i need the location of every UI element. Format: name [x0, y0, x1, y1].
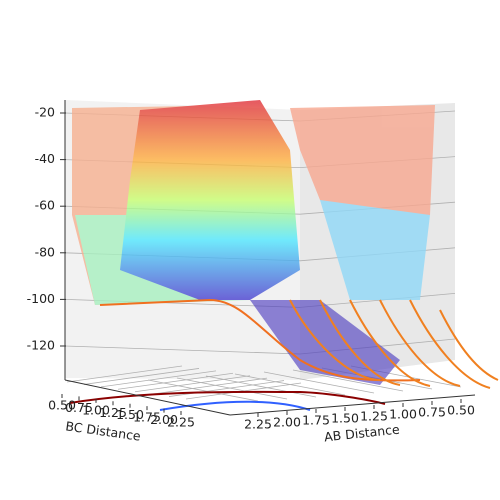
y-tick-label: 0.50	[447, 403, 475, 418]
grid-line	[100, 370, 217, 388]
x-tick-label: 2.00	[150, 412, 178, 427]
grid-line	[151, 377, 268, 395]
x-tick-label: 1.50	[116, 407, 144, 422]
grid-line	[117, 372, 234, 390]
z-tick-label: -20	[35, 105, 55, 120]
y-tick-label: 1.50	[331, 411, 359, 426]
x-tick-label: 1.00	[82, 402, 110, 417]
grid-line	[83, 368, 200, 385]
grid-line	[147, 379, 259, 402]
y-tick-label: 0.75	[418, 405, 446, 420]
grid-line	[64, 345, 301, 355]
x-tick-label: 0.50	[48, 398, 76, 413]
x-tick-label: 1.75	[133, 410, 161, 425]
y-tick-label: 1.75	[302, 413, 330, 428]
grid-line	[168, 380, 285, 397]
x-tick-label: 0.75	[65, 400, 93, 415]
grid-line	[234, 373, 346, 396]
surface-edges	[69, 298, 499, 411]
surface	[72, 100, 435, 385]
y-tick-label: 1.25	[360, 409, 388, 424]
grid-line	[292, 369, 404, 392]
grid-line	[205, 375, 317, 398]
grid-line	[134, 375, 251, 393]
z-tick-label: -60	[35, 198, 55, 213]
x-tick-label: 2.25	[167, 415, 195, 430]
grid-line	[176, 377, 288, 400]
axes-lines	[64, 100, 476, 416]
z-tick-label: -100	[27, 291, 55, 306]
grid-line	[66, 365, 183, 383]
y-tick-label: 2.25	[244, 417, 272, 432]
z-tick-label: -40	[35, 151, 55, 166]
y-tick-label: 2.00	[273, 415, 301, 430]
x-tick-label: 1.25	[99, 405, 127, 420]
z-tick-label: -120	[27, 338, 55, 353]
z-tick-label: -80	[35, 244, 55, 259]
y-tick-label: 1.00	[389, 407, 417, 422]
grid-line	[263, 371, 375, 394]
